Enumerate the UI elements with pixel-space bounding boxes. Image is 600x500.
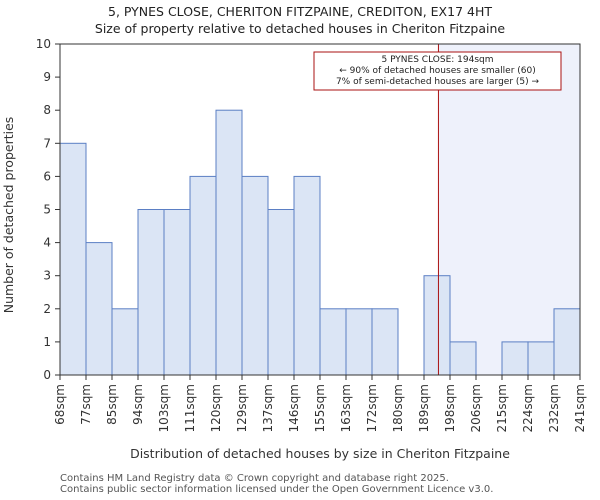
- x-tick-label: 129sqm: [235, 384, 249, 432]
- x-tick-label: 206sqm: [469, 384, 483, 432]
- bar-68sqm: [59, 142, 87, 376]
- y-tick-label: 5: [43, 203, 51, 217]
- x-tick-label: 103sqm: [157, 384, 171, 432]
- x-tick-label: 180sqm: [391, 384, 405, 432]
- footer-copyright: Contains HM Land Registry data © Crown c…: [60, 473, 449, 484]
- x-tick-label: 172sqm: [365, 384, 379, 432]
- x-tick-label: 68sqm: [53, 384, 67, 425]
- plot-area: 5 PYNES CLOSE: 194sqm ← 90% of detached …: [59, 43, 581, 376]
- x-tick-label: 163sqm: [339, 384, 353, 432]
- x-axis: 68sqm 77sqm 85sqm 94sqm 103sqm 111sqm 120sqm 12…: [53, 375, 587, 432]
- y-tick-label: 6: [43, 169, 51, 183]
- bars: [59, 109, 581, 376]
- bar-137sqm: [267, 209, 295, 376]
- bar-163sqm: [345, 308, 373, 376]
- bar-77sqm: [85, 242, 113, 376]
- x-tick-label: 94sqm: [131, 384, 145, 425]
- bar-146sqm: [293, 175, 321, 376]
- annotation-line-1: 5 PYNES CLOSE: 194sqm: [381, 55, 493, 65]
- bar-94sqm: [137, 209, 165, 376]
- y-axis-label: Number of detached properties: [1, 117, 16, 314]
- x-tick-label: 137sqm: [261, 384, 275, 432]
- chart-subtitle: Size of property relative to detached ho…: [95, 21, 506, 36]
- bar-224sqm: [527, 341, 555, 376]
- bar-172sqm: [371, 308, 399, 376]
- bar-103sqm: [163, 209, 191, 376]
- annotation-line-3: 7% of semi-detached houses are larger (5…: [336, 77, 540, 87]
- y-tick-label: 0: [43, 368, 51, 382]
- x-tick-label: 189sqm: [417, 384, 431, 432]
- x-tick-label: 77sqm: [79, 384, 93, 425]
- y-tick-label: 4: [43, 236, 51, 250]
- x-tick-label: 146sqm: [287, 384, 301, 432]
- bar-85sqm: [111, 308, 139, 376]
- y-tick-label: 7: [43, 136, 51, 150]
- x-tick-label: 198sqm: [443, 384, 457, 432]
- x-axis-label: Distribution of detached houses by size …: [130, 446, 510, 461]
- bar-198sqm: [449, 341, 477, 376]
- y-tick-label: 10: [36, 37, 51, 51]
- x-tick-label: 111sqm: [183, 384, 197, 432]
- bar-111sqm: [189, 175, 217, 376]
- bar-232sqm: [553, 308, 581, 376]
- bar-129sqm: [241, 175, 269, 376]
- x-tick-label: 232sqm: [547, 384, 561, 432]
- y-tick-label: 3: [43, 269, 51, 283]
- x-tick-label: 224sqm: [521, 384, 535, 432]
- bar-120sqm: [215, 109, 243, 376]
- y-tick-label: 8: [43, 103, 51, 117]
- x-tick-label: 215sqm: [495, 384, 509, 432]
- annotation-line-2: ← 90% of detached houses are smaller (60…: [339, 66, 536, 76]
- annotation-frame: [313, 51, 562, 91]
- bar-189sqm: [423, 275, 451, 376]
- x-tick-label: 155sqm: [313, 384, 327, 432]
- y-tick-label: 1: [43, 335, 51, 349]
- annotation-box: 5 PYNES CLOSE: 194sqm ← 90% of detached …: [313, 51, 562, 91]
- y-tick-label: 9: [43, 70, 51, 84]
- chart-title: 5, PYNES CLOSE, CHERITON FITZPAINE, CRED…: [108, 4, 492, 19]
- bar-215sqm: [501, 341, 529, 376]
- footer-licence: Contains public sector information licen…: [60, 484, 494, 495]
- x-tick-label: 85sqm: [105, 384, 119, 425]
- bar-155sqm: [319, 308, 347, 376]
- x-tick-label: 120sqm: [209, 384, 223, 432]
- y-axis: 0 1 2 3 4 5 6 7 8 9 10: [36, 37, 60, 382]
- y-tick-label: 2: [43, 302, 51, 316]
- x-tick-label: 241sqm: [573, 384, 587, 432]
